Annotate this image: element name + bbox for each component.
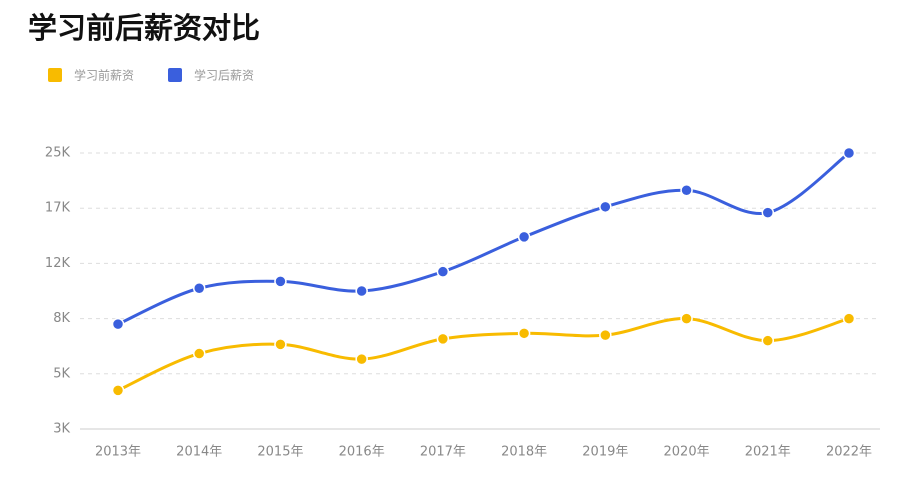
x-tick-label: 2014年 <box>176 445 222 460</box>
y-tick-label: 25K <box>45 146 71 161</box>
data-point <box>842 146 856 160</box>
x-tick-label: 2016年 <box>339 445 385 460</box>
series-line <box>117 317 850 392</box>
data-point <box>599 200 612 214</box>
data-point <box>355 284 368 298</box>
x-tick-label: 2017年 <box>420 445 466 460</box>
data-point <box>599 328 612 342</box>
legend-swatch <box>168 68 182 82</box>
data-point <box>680 184 693 197</box>
data-point <box>274 275 287 288</box>
data-point <box>192 281 206 295</box>
legend-label: 学习前薪资 <box>74 68 134 83</box>
x-tick-label: 2019年 <box>582 445 628 460</box>
y-tick-label: 8K <box>53 311 70 326</box>
data-point <box>517 327 531 340</box>
data-point <box>355 352 368 366</box>
data-point <box>192 347 206 360</box>
legend-swatch <box>48 68 62 82</box>
x-tick-label: 2015年 <box>257 445 303 460</box>
data-point <box>436 332 450 346</box>
y-tick-label: 17K <box>45 201 71 216</box>
x-tick-label: 2021年 <box>745 445 791 460</box>
data-point <box>761 334 775 347</box>
data-point <box>436 265 450 278</box>
data-point <box>274 338 287 351</box>
x-tick-label: 2018年 <box>501 445 547 460</box>
data-point <box>842 312 856 325</box>
chart-title: 学习前后薪资对比 <box>28 11 260 45</box>
x-tick-label: 2013年 <box>95 445 141 460</box>
data-point <box>111 317 125 331</box>
x-tick-label: 2020年 <box>664 445 710 460</box>
y-tick-label: 12K <box>45 256 71 271</box>
y-tick-label: 5K <box>53 366 70 381</box>
series-line <box>117 151 850 326</box>
data-point <box>517 230 531 244</box>
legend-label: 学习后薪资 <box>194 68 254 83</box>
x-tick-label: 2022年 <box>826 445 872 460</box>
data-point <box>761 206 775 219</box>
data-point <box>111 384 125 397</box>
y-tick-label: 3K <box>53 422 70 437</box>
data-point <box>680 312 693 325</box>
